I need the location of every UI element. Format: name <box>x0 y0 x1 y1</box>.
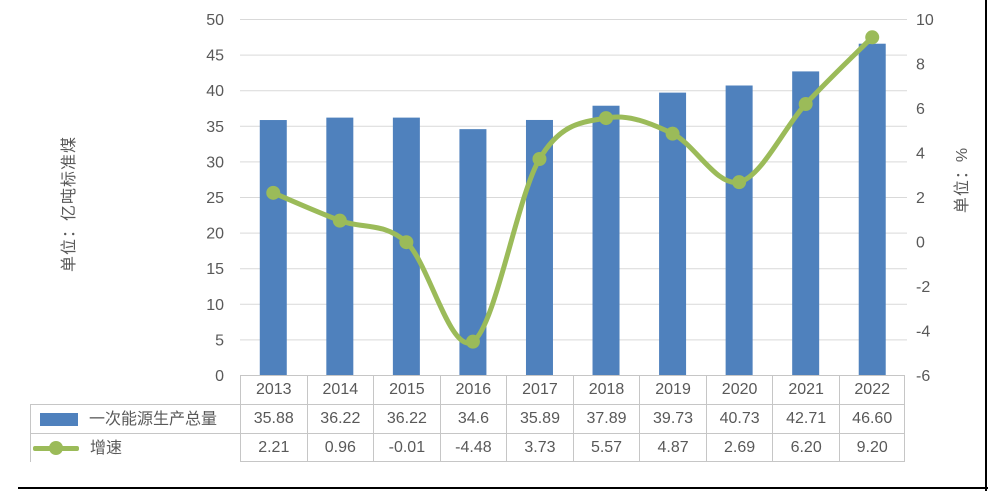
left-axis-tick-label: 35 <box>206 119 224 136</box>
bar-value-cell: 35.89 <box>506 404 573 433</box>
bar-value-cell: 39.73 <box>639 404 706 433</box>
left-axis-tick-label: 45 <box>206 48 224 65</box>
left-axis-tick-label: 10 <box>206 297 224 314</box>
line-marker <box>399 235 414 250</box>
year-header-cell: 2022 <box>838 375 906 404</box>
legend-cell-bar-series: 一次能源生产总量 <box>30 404 240 433</box>
left-axis-title: 单位：亿吨标准煤 <box>61 136 78 273</box>
year-header-cell: 2019 <box>639 375 706 404</box>
bar <box>792 71 820 376</box>
left-axis-tick-label: 50 <box>206 12 224 29</box>
right-axis-tick-label: 10 <box>916 12 934 29</box>
year-header-cell: 2018 <box>572 375 640 404</box>
line-value-cell: 3.73 <box>506 433 573 462</box>
bar <box>725 85 753 376</box>
line-marker <box>798 97 813 112</box>
growth-line <box>270 34 875 346</box>
bar <box>858 43 886 376</box>
right-axis-tick-label: 8 <box>916 57 925 74</box>
line-value-cell: 2.21 <box>240 433 307 462</box>
line-value-cell: -4.48 <box>439 433 507 462</box>
year-header-cell: 2014 <box>306 375 374 404</box>
legend-cell-line-series: 增速 <box>30 433 240 462</box>
line-marker <box>266 185 281 200</box>
line-value-cell: 4.87 <box>639 433 706 462</box>
bar-value-cell: 42.71 <box>772 404 839 433</box>
year-header-cell: 2017 <box>506 375 573 404</box>
line-marker <box>732 175 747 190</box>
right-axis-tick-label: -6 <box>916 368 930 385</box>
left-axis-tick-label: 0 <box>215 368 224 385</box>
bar-series-label: 一次能源生产总量 <box>89 410 218 428</box>
table-corner-spacer <box>30 375 240 404</box>
line-value-cell: 2.69 <box>705 433 773 462</box>
line-marker <box>865 30 880 45</box>
bar <box>592 105 620 376</box>
line-marker <box>465 334 480 349</box>
left-axis-tick-label: 15 <box>206 261 224 278</box>
left-axis-tick-label: 30 <box>206 154 224 171</box>
bar-value-cell: 35.88 <box>240 404 307 433</box>
line-marker <box>332 213 347 228</box>
bar-series-swatch-icon <box>40 412 78 426</box>
outer-frame-bottom-border <box>18 487 988 489</box>
bar-value-cell: 40.73 <box>705 404 773 433</box>
line-value-cell: -0.01 <box>373 433 440 462</box>
left-axis-tick-label: 20 <box>206 226 224 243</box>
left-axis-tick-label: 25 <box>206 190 224 207</box>
line-marker <box>599 111 614 126</box>
line-value-cell: 0.96 <box>306 433 374 462</box>
table-row-years: 2013 2014 2015 2016 2017 2018 2019 2020 2021 2022 <box>30 375 906 404</box>
bar <box>326 117 354 376</box>
left-axis-tick-label: 5 <box>215 332 224 349</box>
table-row-bar-series: 一次能源生产总量 35.88 36.22 36.22 34.6 35.89 37.89 39… <box>30 404 906 433</box>
right-axis-tick-label: 0 <box>916 235 925 252</box>
bar-value-cell: 36.22 <box>306 404 374 433</box>
year-header-cell: 2013 <box>240 375 307 404</box>
right-axis-tick-label: 6 <box>916 101 925 118</box>
left-axis-tick-label: 40 <box>206 83 224 100</box>
right-axis-tick-label: 2 <box>916 190 925 207</box>
line-value-cell: 9.20 <box>838 433 906 462</box>
right-axis-title: 单位：% <box>954 146 971 214</box>
line-marker <box>665 126 680 141</box>
line-value-cell: 5.57 <box>572 433 640 462</box>
bar-value-cell: 36.22 <box>373 404 440 433</box>
line-value-cell: 6.20 <box>772 433 839 462</box>
bar <box>259 120 287 376</box>
year-header-cell: 2021 <box>772 375 839 404</box>
right-axis-tick-label: 4 <box>916 146 925 163</box>
line-marker <box>532 152 547 167</box>
right-axis-tick-label: -4 <box>916 324 930 341</box>
year-header-cell: 2016 <box>439 375 507 404</box>
bar-value-cell: 46.60 <box>838 404 906 433</box>
year-header-cell: 2015 <box>373 375 440 404</box>
bar-value-cell: 37.89 <box>572 404 640 433</box>
line-series-swatch-icon <box>33 441 79 455</box>
right-axis-tick-label: -2 <box>916 279 930 296</box>
line-series-label: 增速 <box>90 439 123 457</box>
outer-frame-right-border <box>985 0 987 491</box>
bar-value-cell: 34.6 <box>439 404 507 433</box>
year-header-cell: 2020 <box>705 375 773 404</box>
table-row-line-series: 增速 2.21 0.96 -0.01 -4.48 3.73 5.57 4.87 2.69 6.2… <box>30 433 906 462</box>
